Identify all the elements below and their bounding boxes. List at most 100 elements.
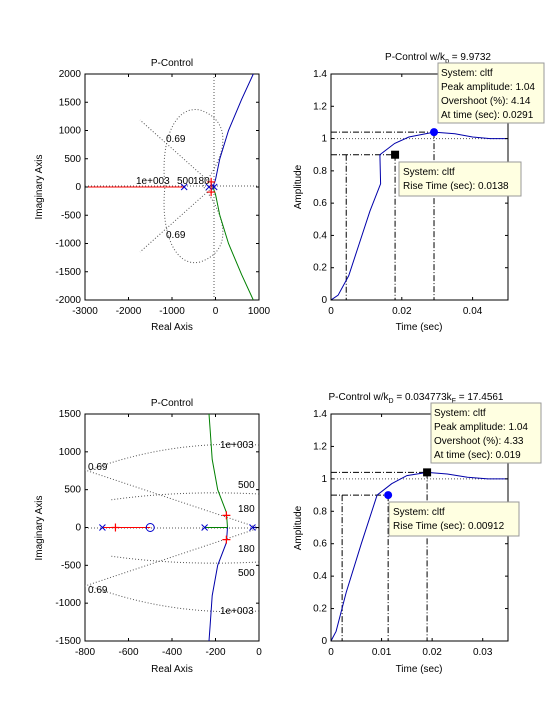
tooltip-peak-box [430, 402, 542, 464]
x-tick-label: -200 [205, 647, 225, 658]
gain-marker [222, 511, 231, 520]
series-line-0 [331, 131, 508, 300]
y-tick-label: 0.6 [313, 198, 327, 209]
pole-marker [180, 183, 188, 191]
tooltip-peak-line-1: System: cltf [441, 68, 493, 79]
damping-grid [163, 109, 224, 264]
y-tick-label: -1000 [55, 598, 81, 609]
y-tick-label: 0.2 [313, 263, 327, 274]
y-tick-label: -1000 [55, 239, 81, 250]
step-response-panel-bottom: P-Control w/kD = 0.034773kF = 17.4561 Ti… [293, 392, 542, 675]
grid-label-damping-upper: 0.69 [166, 134, 186, 145]
characteristic-guides [331, 471, 508, 641]
series-line-3 [212, 186, 254, 300]
gain-marker [111, 523, 120, 532]
freq-circle-180-upper [109, 492, 259, 501]
pole-marker [201, 524, 208, 531]
x-tick-label: 0.03 [473, 647, 493, 658]
grid-label-freq-180-lower: 180 [238, 544, 255, 555]
grid-label-freq-500-lower: 500 [238, 568, 255, 579]
characteristic-markers [384, 468, 432, 500]
x-tick-label: 0 [213, 306, 219, 317]
y-tick-label: 1.2 [313, 441, 327, 452]
y-tick-label: 1.2 [313, 101, 327, 112]
tooltip-rise-line-2: Rise Time (sec): 0.00912 [393, 521, 505, 532]
step-response-panel-top: P-Control w/kp = 9.9732 Time (sec) Ampli… [293, 52, 545, 333]
y-tick-label: 0.4 [313, 571, 327, 582]
tooltip-peak-box [437, 62, 545, 124]
gain-marker [207, 188, 216, 197]
series-line-0 [331, 471, 508, 641]
y-tick-label: 2000 [59, 69, 82, 80]
y-tick-label: 0.2 [313, 604, 327, 615]
y-axis-label: Imaginary Axis [34, 154, 45, 219]
grid-label-damping-lower: 0.69 [88, 585, 108, 596]
damping-line-upper [85, 469, 259, 529]
y-tick-label: -1500 [55, 267, 81, 278]
grid-label-freq-500-upper: 500 [238, 480, 255, 491]
chart-title: P-Control [151, 398, 193, 409]
y-tick-label: -2000 [55, 295, 81, 306]
pole-marker [99, 524, 106, 531]
y-tick-label: 0.4 [313, 230, 327, 241]
y-ticks: -2000 -1500 -1000 -500 0 500 1000 1500 2000 [55, 69, 259, 306]
freq-circle-500-lower [89, 585, 259, 613]
x-axis-label: Time (sec) [396, 322, 443, 333]
tooltip-peak-line-1: System: cltf [434, 408, 486, 419]
grid-label-freq-1e3-lower: 1e+003 [220, 606, 254, 617]
grid-label-damping-upper: 0.69 [88, 462, 108, 473]
grid-label-freq-1e3-upper: 1e+003 [220, 440, 254, 451]
pole-marker [210, 183, 218, 191]
characteristic-guides [331, 131, 508, 300]
chart-title: P-Control w/kp = 9.9732 [385, 52, 491, 65]
grid-label-damping-lower: 0.69 [166, 230, 186, 241]
y-ticks: -1500 -1000 -500 0 500 1000 1500 [55, 409, 259, 647]
tooltip-rise: System: cltf Rise Time (sec): 0.0138 [398, 161, 522, 197]
x-tick-label: 0 [328, 306, 334, 317]
y-tick-label: 1.4 [313, 409, 327, 420]
y-tick-label: 500 [64, 154, 81, 165]
x-tick-label: -800 [75, 647, 95, 658]
tooltip-peak-line-4: At time (sec): 0.019 [434, 450, 521, 461]
chart-title: P-Control w/kD = 0.034773kF = 17.4561 [328, 392, 503, 405]
y-axis-label: Amplitude [293, 505, 304, 550]
grid-label-freq-500: 500 [177, 176, 194, 187]
locus-markers [180, 177, 218, 197]
gain-marker [222, 535, 231, 544]
tooltip-peak-line-4: At time (sec): 0.0291 [441, 110, 534, 121]
grid-label-freq-180: 180 [193, 176, 210, 187]
y-tick-label: 0.8 [313, 506, 327, 517]
y-tick-label: 0.8 [313, 166, 327, 177]
x-tick-label: 1000 [248, 306, 271, 317]
locus-branches [85, 74, 254, 300]
peak-marker[interactable] [423, 468, 432, 477]
y-tick-label: 1000 [59, 126, 82, 137]
x-tick-label: 0.02 [422, 647, 442, 658]
y-tick-label: -500 [61, 560, 81, 571]
zero-marker [145, 523, 155, 532]
x-axis-label: Real Axis [151, 322, 193, 333]
y-tick-label: 0 [321, 295, 327, 306]
rise-marker[interactable] [391, 150, 400, 159]
characteristic-markers [391, 128, 439, 159]
x-tick-label: 0.01 [372, 647, 392, 658]
x-tick-label: 0 [256, 647, 262, 658]
y-axis-label: Imaginary Axis [34, 495, 45, 560]
y-tick-label: 1 [321, 134, 327, 145]
rise-marker[interactable] [384, 491, 393, 500]
pole-marker [249, 524, 256, 531]
y-tick-label: 1500 [59, 97, 82, 108]
peak-marker[interactable] [430, 128, 439, 137]
x-tick-label: -600 [118, 647, 138, 658]
y-tick-label: 0 [75, 523, 81, 534]
response-curve [331, 131, 508, 300]
series-line-2 [212, 74, 254, 188]
y-tick-label: 500 [64, 485, 81, 496]
chart-title: P-Control [151, 58, 193, 69]
x-tick-label: 0.04 [463, 306, 483, 317]
x-tick-label: -2000 [116, 306, 142, 317]
y-tick-label: 1500 [59, 409, 82, 420]
tooltip-rise-box [388, 501, 520, 537]
tooltip-rise-line-2: Rise Time (sec): 0.0138 [403, 181, 509, 192]
